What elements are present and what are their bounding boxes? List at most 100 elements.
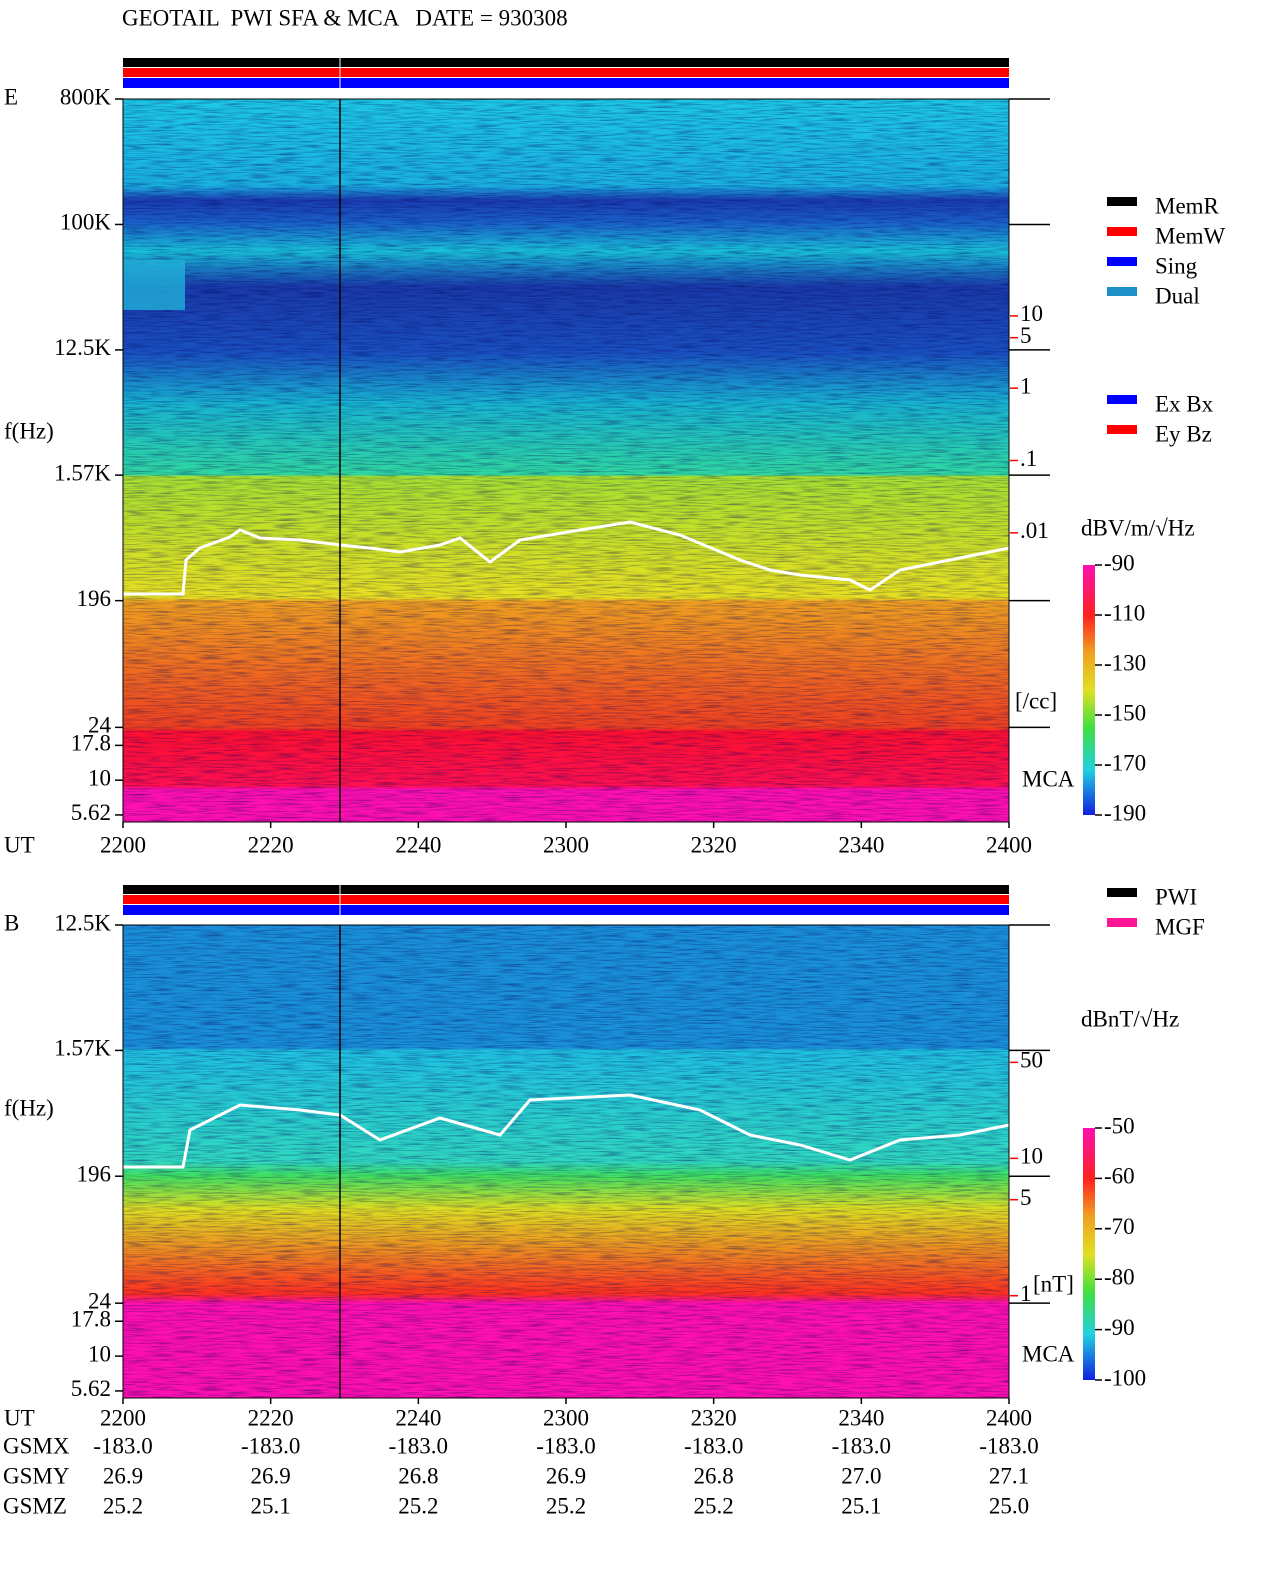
legend-swatch: [1107, 395, 1137, 404]
y-tick-label: 1.57K: [54, 460, 111, 485]
orbit-value: 25.2: [398, 1493, 438, 1518]
y2-tick-label: .1: [1020, 446, 1037, 471]
y2-tick-label: 5: [1020, 1185, 1032, 1210]
y2-axis-label: [nT]: [1033, 1271, 1074, 1296]
legend-swatch: [1107, 918, 1137, 927]
colorbar-tick-label: -60: [1104, 1164, 1135, 1189]
x-tick-label: 2200: [100, 832, 146, 857]
orbit-label: GSMY: [3, 1463, 70, 1488]
colorbar-label: dBV/m/√Hz: [1081, 515, 1195, 540]
x-tick-label: 2240: [395, 1405, 441, 1430]
legend-label: Dual: [1155, 283, 1200, 308]
y2-tick-label: .01: [1020, 518, 1049, 543]
legend-label: MemR: [1155, 193, 1220, 218]
orbit-value: -183.0: [241, 1433, 300, 1458]
y-axis-label: f(Hz): [4, 418, 54, 443]
y-tick-label: 17.8: [71, 1307, 111, 1332]
spectrogram-texture: [123, 99, 1009, 822]
orbit-value: -183.0: [832, 1433, 891, 1458]
spectrogram-texture: [123, 925, 1009, 1398]
x-tick-label: 2400: [986, 832, 1032, 857]
colorbar: [1083, 565, 1095, 815]
legend-swatch: [1107, 888, 1137, 897]
x-tick-label: 2220: [248, 1405, 294, 1430]
orbit-value: 25.2: [546, 1493, 586, 1518]
colorbar-tick-label: -90: [1104, 1315, 1135, 1340]
y2-tick-label: 1: [1020, 1281, 1032, 1306]
mca-label: MCA: [1022, 766, 1075, 791]
y-tick-label: 800K: [60, 84, 112, 109]
orbit-value: -183.0: [93, 1433, 152, 1458]
y-tick-label: 10: [88, 1341, 111, 1366]
y-tick-label: 196: [77, 1161, 112, 1186]
y-tick-label: 12.5K: [54, 910, 111, 935]
colorbar-tick-label: -80: [1104, 1264, 1135, 1289]
title: GEOTAIL PWI SFA & MCA DATE = 930308: [122, 5, 568, 30]
orbit-value: 25.0: [989, 1493, 1029, 1518]
x-tick-label: 2200: [100, 1405, 146, 1430]
orbit-label: GSMX: [3, 1433, 70, 1458]
y-tick-label: 196: [77, 586, 112, 611]
orbit-value: 26.9: [251, 1463, 291, 1488]
legend-swatch: [1107, 197, 1137, 206]
orbit-value: 26.9: [103, 1463, 143, 1488]
x-tick-label: 2220: [248, 832, 294, 857]
y-tick-label: 17.8: [71, 731, 111, 756]
x-tick-label: 2240: [395, 832, 441, 857]
orbit-value: 27.1: [989, 1463, 1029, 1488]
orbit-value: 25.2: [103, 1493, 143, 1518]
x-tick-label: 2320: [691, 1405, 737, 1430]
panel-label: E: [4, 84, 18, 109]
x-tick-label: 2300: [543, 1405, 589, 1430]
legend-label: Sing: [1155, 253, 1198, 278]
plasma-line: [123, 1093, 1010, 1169]
colorbar-tick-label: -130: [1104, 650, 1146, 675]
orbit-value: 25.1: [251, 1493, 291, 1518]
legend-swatch: [1107, 425, 1137, 434]
x-axis-label: UT: [4, 1405, 35, 1430]
y-tick-label: 1.57K: [54, 1036, 111, 1061]
y-tick-label: 5.62: [71, 800, 111, 825]
legend-swatch: [1107, 287, 1137, 296]
y2-tick-label: 5: [1020, 323, 1032, 348]
plasma-line: [123, 520, 1010, 596]
orbit-value: -183.0: [389, 1433, 448, 1458]
orbit-value: 26.8: [694, 1463, 734, 1488]
orbit-value: -183.0: [684, 1433, 743, 1458]
legend-swatch: [1107, 257, 1137, 266]
colorbar-tick-label: -70: [1104, 1214, 1135, 1239]
y-tick-label: 10: [88, 765, 111, 790]
legend-label: PWI: [1155, 884, 1197, 909]
mca-label: MCA: [1022, 1341, 1075, 1366]
colorbar-label: dBnT/√Hz: [1081, 1006, 1179, 1031]
colorbar-tick-label: -110: [1104, 600, 1145, 625]
x-tick-label: 2340: [838, 1405, 884, 1430]
y2-axis-label: [/cc]: [1015, 688, 1057, 713]
orbit-value: 25.1: [841, 1493, 881, 1518]
orbit-value: 26.9: [546, 1463, 586, 1488]
spectrogram-patch: [123, 260, 185, 310]
colorbar-tick-label: -150: [1104, 700, 1146, 725]
colorbar: [1083, 1128, 1095, 1380]
y2-tick-label: 10: [1020, 301, 1043, 326]
colorbar-tick-label: -50: [1104, 1113, 1135, 1138]
y2-tick-label: 50: [1020, 1048, 1043, 1073]
x-axis-label: UT: [4, 832, 35, 857]
y-tick-label: 100K: [60, 210, 112, 235]
panel-label: B: [4, 910, 19, 935]
x-tick-label: 2340: [838, 832, 884, 857]
colorbar-tick-label: -100: [1104, 1365, 1146, 1390]
x-tick-label: 2300: [543, 832, 589, 857]
y-tick-label: 24: [88, 1288, 112, 1313]
colorbar-tick-label: -170: [1104, 750, 1146, 775]
y-tick-label: 12.5K: [54, 335, 111, 360]
orbit-label: GSMZ: [3, 1493, 67, 1518]
y2-tick-label: 10: [1020, 1144, 1043, 1169]
status-bars: [123, 58, 1009, 915]
y-tick-label: 24: [88, 713, 112, 738]
orbit-value: 26.8: [398, 1463, 438, 1488]
x-tick-label: 2320: [691, 832, 737, 857]
legend-label: MemW: [1155, 223, 1226, 248]
orbit-value: 27.0: [841, 1463, 881, 1488]
